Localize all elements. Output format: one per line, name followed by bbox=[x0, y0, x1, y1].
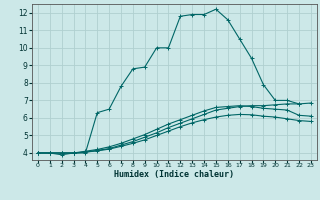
X-axis label: Humidex (Indice chaleur): Humidex (Indice chaleur) bbox=[115, 170, 234, 179]
